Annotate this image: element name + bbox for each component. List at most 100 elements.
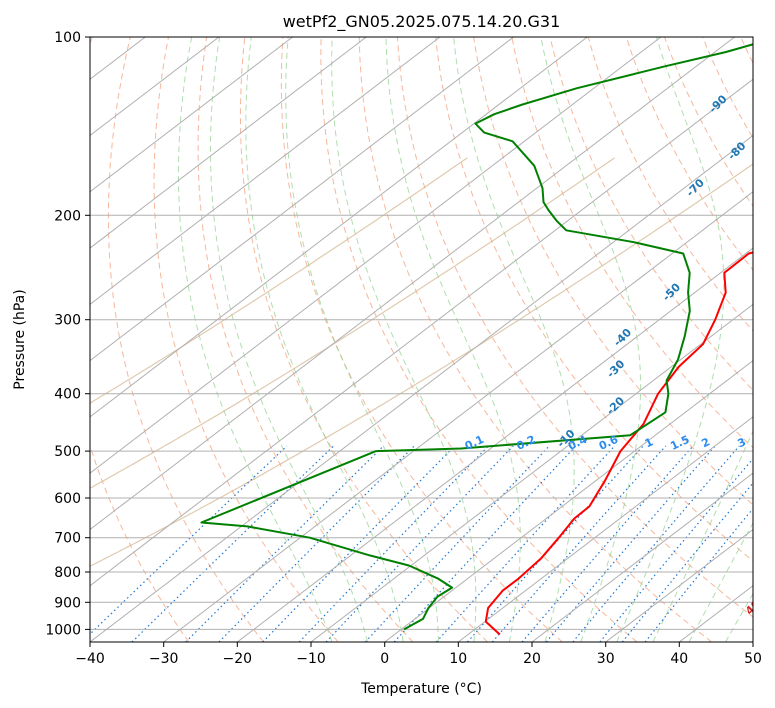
dry-adiabat-label: -80	[725, 139, 748, 162]
dry-adiabat	[320, 37, 638, 642]
mixing-ratio-line	[644, 507, 753, 642]
isotherms	[90, 37, 753, 642]
isotherm-line	[90, 37, 293, 193]
reference-curve	[90, 157, 615, 489]
moist-adiabat	[540, 37, 642, 642]
mixing-ratio-label: 0.1	[463, 433, 486, 453]
mixing-ratio-line	[545, 445, 716, 642]
isotherm-line	[752, 641, 753, 642]
mixing-ratio-line	[572, 445, 740, 642]
y-axis: 100 200 300 400 500 600 700 800 900 1000	[45, 30, 90, 638]
x-tick-label: −10	[296, 651, 326, 667]
isotherm-line	[310, 303, 753, 642]
mixing-ratio-label: 1	[643, 435, 655, 450]
dry-adiabat-label: -60	[771, 236, 775, 259]
moist-adiabat	[385, 37, 521, 642]
dry-adiabat	[90, 37, 190, 642]
x-tick-label: 0	[380, 651, 389, 667]
sounding-profiles	[200, 43, 753, 636]
dry-adiabat	[280, 37, 563, 642]
dry-adiabat	[197, 37, 414, 642]
x-tick-label: 20	[523, 651, 541, 667]
x-tick-label: −30	[149, 651, 179, 667]
moist-adiabat	[285, 37, 439, 642]
dry-adiabat	[702, 37, 753, 139]
dry-adiabat	[435, 37, 753, 562]
x-tick-label: −20	[223, 651, 253, 667]
dry-adiabat	[740, 37, 753, 65]
mixing-ratio-line	[364, 445, 550, 642]
background-lines	[90, 37, 753, 642]
moist-adiabat	[245, 37, 404, 642]
y-tick-label: 300	[54, 313, 81, 329]
isotherm-line	[678, 585, 753, 642]
y-tick-label: 1000	[45, 622, 81, 638]
moist-adiabat	[453, 37, 575, 642]
mixing-ratio-line	[521, 445, 694, 642]
moist-adiabat	[178, 37, 333, 642]
moist-adiabat	[331, 37, 477, 642]
x-tick-label: 40	[670, 651, 688, 667]
mixing-ratio-line	[491, 445, 667, 642]
dry-adiabat-label: -40	[611, 326, 634, 349]
x-tick-label: 50	[744, 651, 762, 667]
mixing-ratio-label: 3	[736, 435, 748, 450]
isotherm-line	[384, 359, 753, 642]
isobars	[90, 214, 753, 630]
line-labels: -100-90-80-70-60-50-40-30-20-10010203040…	[463, 92, 775, 617]
dewpoint-profile	[200, 43, 753, 631]
x-tick-label: 30	[597, 651, 615, 667]
reference-curve	[90, 163, 753, 567]
moist-adiabat	[725, 592, 753, 642]
dry-adiabat-label: 30	[753, 567, 773, 587]
dry-adiabat	[549, 37, 753, 391]
isotherm-line	[90, 37, 735, 531]
temperature-profile	[484, 251, 753, 636]
dry-adiabat-label: -50	[660, 280, 683, 303]
moist-adiabat	[652, 429, 753, 642]
dry-adiabat-label: 20	[765, 531, 775, 551]
moist-adiabat	[210, 37, 369, 642]
moist-adiabat	[688, 521, 753, 642]
mixing-ratio-line	[435, 445, 616, 642]
dry-adiabat-label: -70	[684, 176, 707, 199]
mixing-ratio-label: 4	[764, 435, 775, 450]
x-axis: −40 −30 −20 −10 0 10 20 30 40 50	[75, 642, 762, 667]
isotherm-line	[163, 191, 753, 642]
isotherm-line	[90, 37, 588, 418]
y-axis-label: Pressure (hPa)	[12, 289, 28, 389]
isotherm-line	[90, 37, 367, 249]
isotherm-line	[605, 528, 753, 642]
plot-frame	[89, 36, 754, 643]
mixing-ratio-line	[599, 457, 753, 642]
dry-adiabat	[358, 37, 712, 642]
chart-title: wetPf2_GN05.2025.075.14.20.G31	[283, 12, 561, 32]
isotherm-line	[90, 37, 514, 362]
mixing-ratio-label: 0.2	[514, 433, 537, 453]
isotherm-line	[90, 134, 753, 642]
y-tick-label: 500	[54, 444, 81, 460]
mixing-ratio-line	[185, 445, 384, 642]
y-tick-label: 800	[54, 565, 81, 581]
dry-adiabat	[239, 37, 488, 642]
dry-adiabat	[511, 37, 753, 449]
mixing-ratio-line	[467, 445, 644, 642]
x-tick-label: 10	[449, 651, 467, 667]
mixing-ratio-label: 1.5	[668, 433, 691, 453]
mixing-ratio-label: 2	[699, 435, 711, 450]
isotherm-line	[90, 37, 220, 137]
isotherm-line	[90, 78, 753, 587]
y-tick-label: 100	[54, 30, 81, 46]
reference-curve	[90, 157, 468, 404]
x-axis-label: Temperature (°C)	[360, 681, 482, 697]
isotherm-line	[531, 472, 753, 642]
y-tick-label: 600	[54, 491, 81, 507]
mixing-ratio-line	[325, 445, 514, 642]
dry-adiabat-label: 40	[743, 597, 763, 617]
y-tick-label: 700	[54, 531, 81, 547]
dry-adiabat	[107, 37, 264, 642]
y-tick-label: 900	[54, 595, 81, 611]
y-tick-label: 400	[54, 387, 81, 403]
x-tick-label: −40	[75, 651, 105, 667]
